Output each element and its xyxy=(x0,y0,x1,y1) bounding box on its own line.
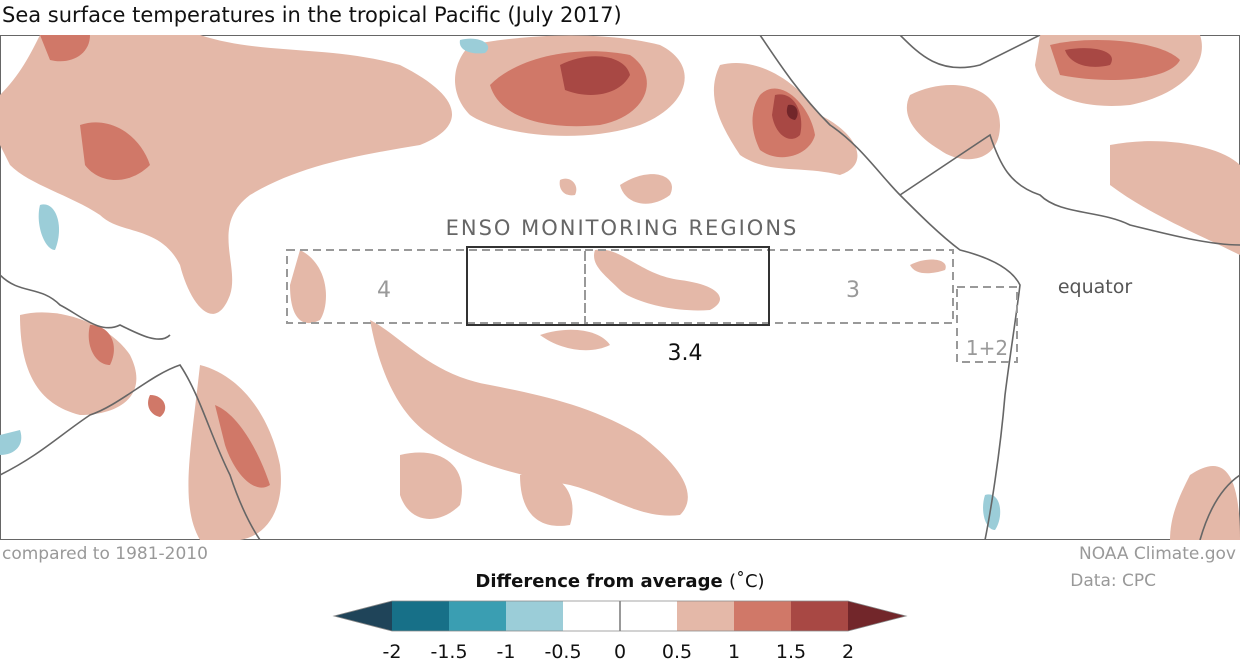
color-bar-tick-label: -1.5 xyxy=(430,641,468,663)
color-bar-segment xyxy=(506,601,563,631)
baseline-note: compared to 1981-2010 xyxy=(2,544,208,564)
anomaly-above-2 xyxy=(786,104,798,120)
color-bar-tick-label: 1.5 xyxy=(775,641,807,663)
legend-title: Difference from average (˚C) xyxy=(0,571,1240,592)
color-bar-high-arrow xyxy=(848,601,906,631)
nino34-box xyxy=(466,246,770,326)
color-bar-tick-label: 0 xyxy=(613,641,627,663)
color-bar-low-arrow xyxy=(334,601,392,631)
color-bar-segment xyxy=(791,601,848,631)
legend-title-text: Difference from average xyxy=(475,571,723,592)
color-bar-segment xyxy=(734,601,791,631)
color-bar-tick-label: 2 xyxy=(841,641,855,663)
color-bar-segment xyxy=(563,601,620,631)
region-label-1-2: 1+2 xyxy=(966,336,1008,360)
region-label-4: 4 xyxy=(377,278,391,303)
color-bar-tick-label: -1 xyxy=(496,641,516,663)
equator-label: equator xyxy=(1058,276,1133,298)
regions-heading: ENSO MONITORING REGIONS xyxy=(446,216,799,240)
map-title: Sea surface temperatures in the tropical… xyxy=(2,3,622,27)
color-bar-tick-label: 1 xyxy=(727,641,741,663)
anomaly-cool xyxy=(0,38,1001,530)
color-bar-segment xyxy=(620,601,677,631)
enso-regions xyxy=(286,246,1018,363)
color-bar xyxy=(332,600,908,632)
color-bar-outline xyxy=(332,600,908,632)
source-note: Data: CPC xyxy=(1070,571,1156,591)
region-label-3-4: 3.4 xyxy=(668,341,703,366)
color-bar-segment xyxy=(392,601,449,631)
color-bar-segment xyxy=(449,601,506,631)
color-bar-tick-label: -0.5 xyxy=(544,641,582,663)
sst-anomaly-map: ENSO MONITORING REGIONS 4 3.4 3 1+2 equa… xyxy=(0,35,1240,540)
color-bar-tick-label: 0.5 xyxy=(661,641,693,663)
color-bar-segment xyxy=(677,601,734,631)
credit-note: NOAA Climate.gov xyxy=(1078,544,1236,564)
legend-unit: (˚C) xyxy=(728,571,765,592)
region-label-3: 3 xyxy=(846,278,860,303)
nino4-box xyxy=(286,249,586,324)
coastlines xyxy=(0,35,1240,540)
anomaly-1.5-2 xyxy=(560,48,1112,139)
color-bar-tick-label: -2 xyxy=(382,641,402,663)
nino12-box xyxy=(956,286,1018,363)
